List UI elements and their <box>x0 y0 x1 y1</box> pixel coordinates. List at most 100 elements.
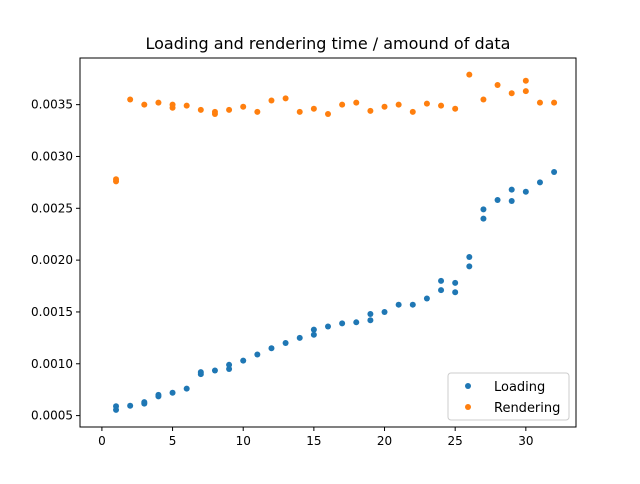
x-tick-label: 15 <box>306 434 321 448</box>
data-point <box>551 169 558 176</box>
data-point <box>183 385 190 392</box>
data-point <box>508 90 515 97</box>
data-point <box>113 178 120 185</box>
data-point <box>381 103 388 110</box>
data-point <box>127 96 134 103</box>
data-point <box>494 197 501 204</box>
data-point <box>452 105 459 112</box>
data-point <box>494 81 501 88</box>
legend-label: Loading <box>494 380 545 395</box>
data-point <box>339 101 346 108</box>
chart-title: Loading and rendering time / amound of d… <box>146 34 511 53</box>
data-point <box>536 179 543 186</box>
data-point <box>226 106 233 113</box>
data-point <box>438 277 445 284</box>
data-point <box>141 399 148 406</box>
data-point <box>480 215 487 222</box>
data-point <box>409 108 416 115</box>
y-tick-label: 0.0005 <box>31 409 73 423</box>
y-tick-label: 0.0010 <box>31 357 73 371</box>
data-point <box>211 108 218 115</box>
data-point <box>240 103 247 110</box>
data-point <box>169 389 176 396</box>
data-point <box>551 99 558 106</box>
data-point <box>409 301 416 308</box>
data-point <box>197 106 204 113</box>
data-point <box>155 391 162 398</box>
data-point <box>480 96 487 103</box>
y-tick-label: 0.0025 <box>31 201 73 215</box>
data-point <box>522 188 529 195</box>
plot-area <box>113 71 558 413</box>
legend-marker <box>465 383 471 389</box>
data-point <box>466 71 473 78</box>
data-point <box>226 361 233 368</box>
data-point <box>268 97 275 104</box>
legend-box <box>447 372 570 421</box>
data-point <box>367 107 374 114</box>
data-point <box>310 105 317 112</box>
data-point <box>395 101 402 108</box>
data-point <box>438 287 445 294</box>
data-point <box>240 357 247 364</box>
data-point <box>438 102 445 109</box>
data-point <box>339 320 346 327</box>
data-point <box>452 289 459 296</box>
x-tick-label: 10 <box>236 434 251 448</box>
x-tick-label: 20 <box>377 434 392 448</box>
data-point <box>367 311 374 318</box>
legend: Loading Rendering <box>447 372 570 421</box>
data-point <box>254 351 261 358</box>
y-tick-label: 0.0020 <box>31 253 73 267</box>
data-point <box>353 99 360 106</box>
data-point <box>141 101 148 108</box>
data-point <box>522 77 529 84</box>
data-point <box>183 102 190 109</box>
data-point <box>296 108 303 115</box>
data-point <box>113 406 120 413</box>
data-point <box>536 99 543 106</box>
data-point <box>226 365 233 372</box>
data-point <box>282 340 289 347</box>
legend-label: Rendering <box>494 401 560 416</box>
y-tick-label: 0.0015 <box>31 305 73 319</box>
axes-frame <box>79 57 577 428</box>
data-point <box>169 101 176 108</box>
data-point <box>466 263 473 270</box>
data-point <box>466 254 473 261</box>
x-tick-label: 0 <box>98 434 106 448</box>
data-point <box>268 345 275 352</box>
y-tick-label: 0.0030 <box>31 149 73 163</box>
data-point <box>325 323 331 330</box>
series-loading <box>113 169 558 413</box>
x-tick-label: 5 <box>169 434 177 448</box>
x-tick-label: 25 <box>448 434 463 448</box>
data-point <box>296 334 303 341</box>
legend-marker <box>465 404 471 410</box>
data-point <box>367 317 374 324</box>
data-point <box>282 95 289 102</box>
x-tick-label: 30 <box>518 434 533 448</box>
data-point <box>310 326 317 333</box>
data-point <box>155 99 162 106</box>
series-rendering <box>113 71 558 185</box>
data-point <box>353 319 360 326</box>
data-point <box>127 402 134 409</box>
data-point <box>211 367 218 374</box>
data-point <box>310 331 317 338</box>
data-point <box>254 108 261 115</box>
data-point <box>395 301 402 308</box>
data-point <box>325 110 331 117</box>
data-point <box>452 279 459 286</box>
data-point <box>480 206 487 213</box>
data-point <box>197 369 204 376</box>
data-point <box>522 88 529 95</box>
data-point <box>508 186 515 193</box>
axes: 0 5 10 15 20 25 30 0.0005 0.0010 0.0015 0.0020 0.00… <box>31 57 577 448</box>
data-point <box>423 100 430 107</box>
y-tick-label: 0.0035 <box>31 98 73 112</box>
data-point <box>423 295 430 302</box>
data-point <box>508 198 515 205</box>
